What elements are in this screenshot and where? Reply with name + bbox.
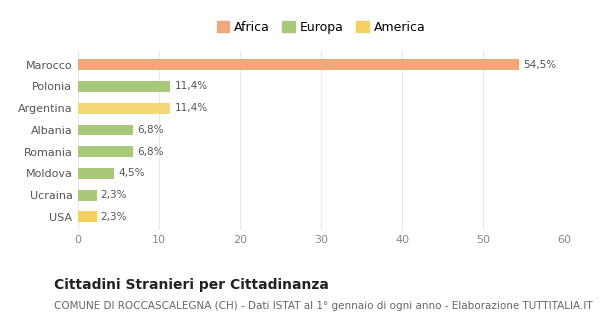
- Bar: [78, 168, 115, 179]
- Bar: [78, 59, 520, 70]
- Bar: [78, 190, 97, 201]
- Text: 2,3%: 2,3%: [101, 190, 127, 200]
- Text: 4,5%: 4,5%: [119, 168, 145, 178]
- Legend: Africa, Europa, America: Africa, Europa, America: [214, 18, 428, 36]
- Text: 11,4%: 11,4%: [175, 82, 208, 92]
- Text: COMUNE DI ROCCASCALEGNA (CH) - Dati ISTAT al 1° gennaio di ogni anno - Elaborazi: COMUNE DI ROCCASCALEGNA (CH) - Dati ISTA…: [54, 301, 593, 311]
- Text: 54,5%: 54,5%: [523, 60, 557, 70]
- Text: 6,8%: 6,8%: [137, 147, 164, 157]
- Text: 11,4%: 11,4%: [175, 103, 208, 113]
- Text: 6,8%: 6,8%: [137, 125, 164, 135]
- Bar: [78, 124, 133, 135]
- Bar: [78, 146, 133, 157]
- Bar: [78, 103, 170, 114]
- Text: 2,3%: 2,3%: [101, 212, 127, 222]
- Bar: [78, 81, 170, 92]
- Bar: [78, 212, 97, 222]
- Text: Cittadini Stranieri per Cittadinanza: Cittadini Stranieri per Cittadinanza: [54, 278, 329, 292]
